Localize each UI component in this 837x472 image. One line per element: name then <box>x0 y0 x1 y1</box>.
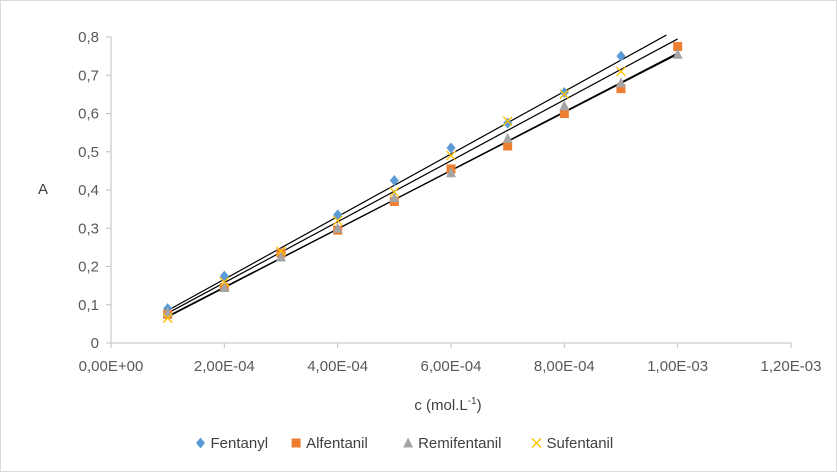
point-alfentanil <box>673 42 683 52</box>
point-remifentanil <box>276 251 286 262</box>
y-tick-label: 0,1 <box>78 297 99 314</box>
x-tick-label: 6,00E-04 <box>421 358 482 375</box>
point-sufentanil <box>616 66 626 77</box>
legend-marker-fentanyl <box>196 437 205 449</box>
legend-marker-remifentanil <box>403 437 414 448</box>
point-sufentanil <box>219 276 230 287</box>
x-marker-stroke <box>559 89 570 100</box>
x-marker-stroke <box>616 66 626 77</box>
legend: Fentanyl Alfentanil Remifentanil Sufentanil <box>196 435 613 452</box>
point-sufentanil <box>559 89 570 100</box>
x-tick-label: 1,20E-03 <box>761 358 822 375</box>
point-fentanyl <box>503 117 513 129</box>
legend-label-alfentanil: Alfentanil <box>306 435 368 452</box>
y-tick-label: 0,2 <box>78 259 99 276</box>
x-tick-label: 8,00E-04 <box>534 358 595 375</box>
y-axis-title: A <box>38 181 48 198</box>
x-marker-stroke <box>219 276 230 287</box>
legend-marker-alfentanil <box>291 438 301 448</box>
x-tick-label: 0,00E+00 <box>79 358 144 375</box>
point-remifentanil <box>559 100 570 111</box>
y-tick-label: 0 <box>91 335 99 352</box>
x-axis-title-main: c (mol.L <box>414 397 467 414</box>
point-sufentanil <box>276 246 286 257</box>
x-tick-label: 4,00E-04 <box>307 358 368 375</box>
point-remifentanil <box>162 306 173 317</box>
x-marker-stroke <box>389 186 400 197</box>
y-tick-label: 0,4 <box>78 182 99 199</box>
point-remifentanil <box>616 77 626 88</box>
data-points <box>162 42 683 324</box>
point-sufentanil <box>446 150 456 161</box>
point-alfentanil <box>503 141 513 151</box>
y-tick-label: 0,7 <box>78 67 99 84</box>
point-sufentanil <box>162 313 173 324</box>
point-fentanyl <box>219 270 229 282</box>
legend-marker-sufentanil <box>531 438 542 448</box>
y-tick-label: 0,5 <box>78 144 99 161</box>
legend-item-remifentanil: Remifentanil <box>403 435 501 452</box>
legend-item-fentanyl: Fentanyl <box>196 435 268 452</box>
tick-labels: 0,00E+00 2,00E-04 4,00E-04 6,00E-04 8,00E-04… <box>78 29 821 375</box>
point-remifentanil <box>332 222 343 233</box>
x-marker-stroke <box>276 246 286 257</box>
point-fentanyl <box>446 142 456 154</box>
point-fentanyl <box>559 86 569 98</box>
trendline-sufentanil <box>167 38 678 314</box>
trendline-fentanyl <box>167 34 667 312</box>
trendlines <box>167 34 678 318</box>
point-sufentanil <box>502 116 513 127</box>
point-fentanyl <box>389 174 399 186</box>
x-tick-label: 1,00E-03 <box>647 358 708 375</box>
y-tick-label: 0,8 <box>78 29 99 46</box>
x-axis-title-superscript: -1 <box>468 396 477 407</box>
x-axis-title: c (mol.L-1) <box>414 396 481 414</box>
point-alfentanil <box>559 109 569 118</box>
y-tick-label: 0,6 <box>78 106 99 123</box>
legend-item-sufentanil: Sufentanil <box>531 435 614 452</box>
point-remifentanil <box>446 167 456 178</box>
point-fentanyl <box>616 50 626 62</box>
x-tick-label: 2,00E-04 <box>194 358 255 375</box>
y-tick-label: 0,3 <box>78 220 99 237</box>
x-marker-stroke <box>162 313 173 324</box>
legend-item-alfentanil: Alfentanil <box>291 435 368 452</box>
legend-label-sufentanil: Sufentanil <box>547 435 614 452</box>
point-sufentanil <box>332 215 343 226</box>
legend-label-remifentanil: Remifentanil <box>418 435 501 452</box>
point-remifentanil <box>219 282 230 293</box>
point-remifentanil <box>672 48 683 59</box>
point-remifentanil <box>502 132 513 143</box>
point-remifentanil <box>389 192 400 203</box>
x-marker-stroke <box>531 438 542 448</box>
point-sufentanil <box>389 186 400 197</box>
axes <box>106 36 792 348</box>
trendline-remifentanil <box>167 53 678 317</box>
x-marker-stroke <box>502 116 513 127</box>
legend-label-fentanyl: Fentanyl <box>211 435 269 452</box>
x-axis-title-close: ) <box>477 397 482 414</box>
point-alfentanil <box>616 84 626 94</box>
x-marker-stroke <box>446 150 456 161</box>
x-marker-stroke <box>332 215 343 226</box>
